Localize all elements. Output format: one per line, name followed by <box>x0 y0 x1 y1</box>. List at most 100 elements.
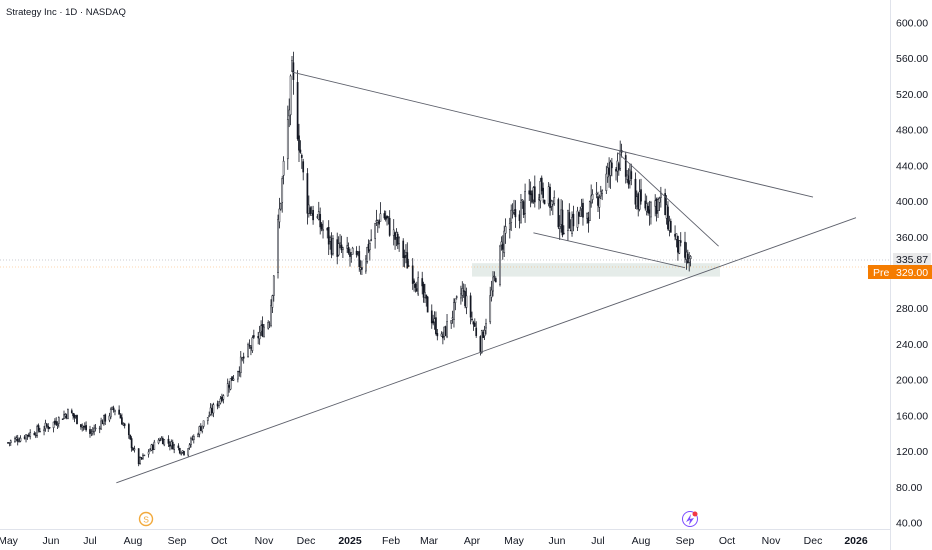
candle <box>91 427 94 436</box>
candle <box>339 234 341 249</box>
candle <box>520 193 522 224</box>
y-tick-label: 480.00 <box>896 125 928 137</box>
x-tick-label: Aug <box>632 535 651 547</box>
candle <box>501 235 504 260</box>
candle <box>36 424 38 438</box>
y-tick-label: 520.00 <box>896 89 928 101</box>
candle <box>34 432 37 439</box>
candle <box>357 251 359 257</box>
candle <box>181 450 184 454</box>
candle <box>74 414 77 419</box>
candle <box>241 356 244 362</box>
candle <box>152 443 154 454</box>
dividend-event-icon[interactable]: S <box>138 511 154 527</box>
zone-layer <box>472 263 720 277</box>
earnings-event-icon[interactable] <box>682 511 698 527</box>
candle <box>365 255 367 274</box>
candle <box>291 56 293 73</box>
x-tick-label: Jul <box>83 535 96 547</box>
candle <box>64 412 67 419</box>
candle <box>191 435 194 441</box>
candle <box>510 204 513 232</box>
candle <box>281 175 284 213</box>
trendline-lower-triangle[interactable] <box>116 217 857 484</box>
candle <box>578 211 580 225</box>
candle <box>312 205 314 225</box>
candle <box>629 163 631 189</box>
candle <box>218 401 220 409</box>
candle <box>238 366 241 377</box>
candle <box>465 287 468 315</box>
trendline-channel-upper[interactable] <box>617 152 719 247</box>
y-axis[interactable]: 600.00 560.00 520.00 480.00 440.00 400.00 360.… <box>896 18 928 530</box>
candle <box>48 427 51 430</box>
candle <box>47 423 50 433</box>
candle <box>366 246 369 264</box>
candle <box>485 318 487 335</box>
candle <box>209 403 212 416</box>
candle <box>654 194 657 217</box>
candle <box>601 189 604 201</box>
candle <box>538 193 540 210</box>
candle <box>374 222 376 249</box>
candle <box>252 329 255 339</box>
candle <box>580 198 583 217</box>
candle <box>288 98 291 128</box>
candle <box>173 443 176 454</box>
candle <box>411 258 414 290</box>
candle <box>202 420 205 429</box>
candle <box>296 70 299 141</box>
candle <box>286 105 289 170</box>
trendline-upper-triangle[interactable] <box>291 71 814 198</box>
candle <box>258 325 261 345</box>
candle <box>421 271 424 295</box>
candle <box>605 165 608 194</box>
candle <box>100 417 102 430</box>
candle <box>159 437 161 442</box>
candle <box>626 169 628 183</box>
candle <box>197 432 199 438</box>
candle <box>33 431 36 436</box>
candle <box>398 236 400 252</box>
candle <box>347 242 350 255</box>
candle <box>278 197 281 229</box>
candle <box>402 238 405 267</box>
candle <box>627 168 630 189</box>
x-axis[interactable]: May Jun Jul Aug Sep Oct Nov Dec 2025 Feb Mar Apr May… <box>0 535 868 547</box>
candle <box>232 375 235 382</box>
last-price-label: 335.87 <box>893 253 931 266</box>
y-tick-label: 400.00 <box>896 196 928 208</box>
candle <box>80 424 82 430</box>
candle <box>187 448 190 457</box>
candle <box>119 413 122 419</box>
candle <box>310 206 313 216</box>
candle <box>29 429 32 440</box>
candle <box>25 434 27 443</box>
y-tick-label: 360.00 <box>896 232 928 244</box>
candle <box>688 252 691 272</box>
candle <box>665 195 668 225</box>
candle <box>14 436 16 443</box>
candle <box>231 376 233 381</box>
candle <box>425 294 428 307</box>
candle <box>378 219 380 229</box>
candle <box>143 454 146 457</box>
candle <box>503 225 506 257</box>
candle <box>598 194 601 219</box>
candle <box>483 325 486 341</box>
candle <box>392 219 395 246</box>
candle <box>282 156 285 185</box>
trendline-channel-lower[interactable] <box>533 232 686 269</box>
candle <box>27 432 30 438</box>
x-tick-label: 2025 <box>338 535 362 547</box>
candle <box>198 425 201 438</box>
candle <box>39 427 41 433</box>
candle <box>528 179 531 201</box>
candle <box>89 425 91 438</box>
candle <box>576 206 579 231</box>
candle <box>216 400 219 410</box>
candle <box>271 294 274 313</box>
candle <box>668 215 671 237</box>
candle <box>177 443 180 451</box>
